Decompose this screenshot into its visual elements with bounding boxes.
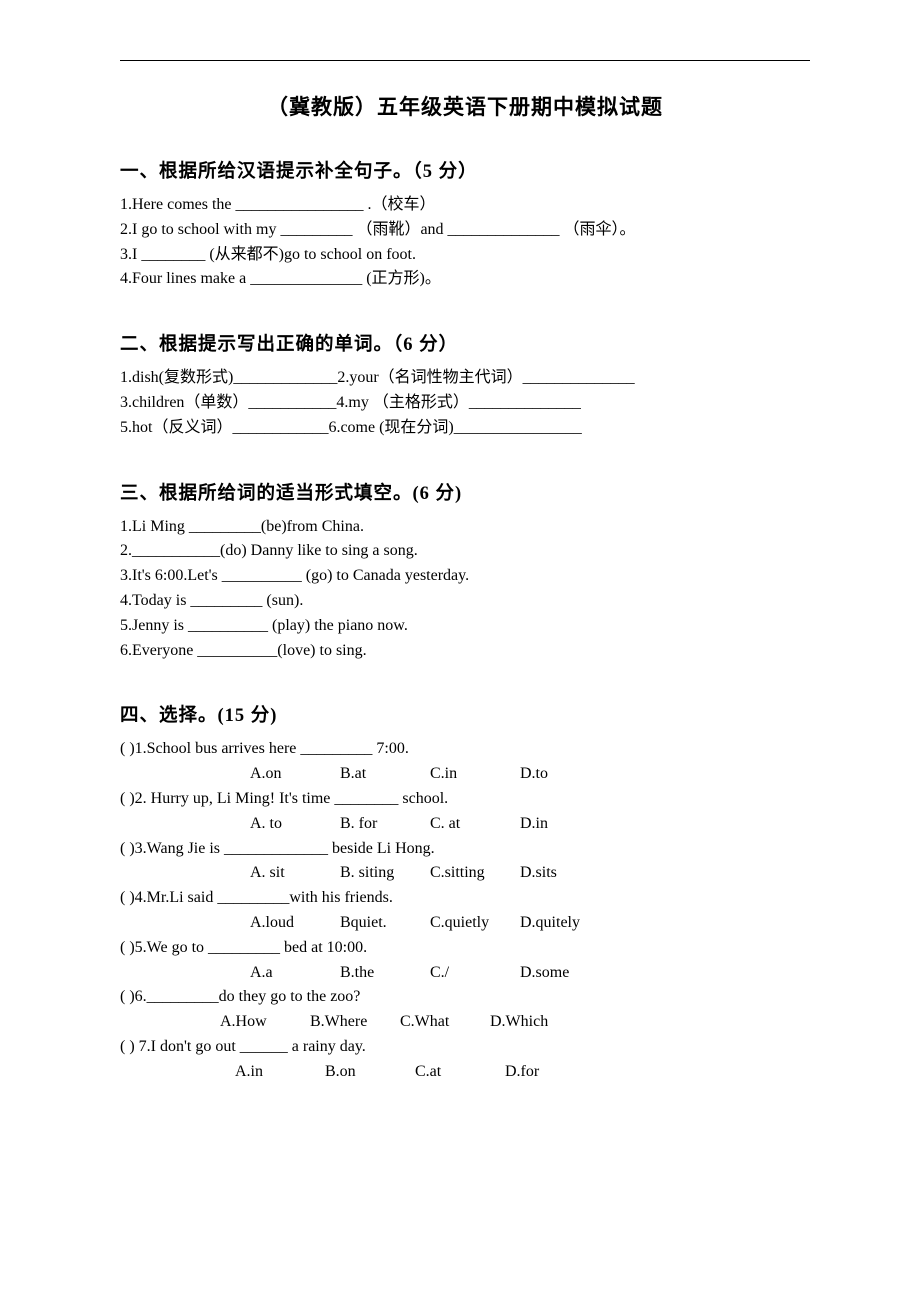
mc-option: D.to bbox=[520, 762, 610, 787]
mc-option: D.Which bbox=[490, 1010, 580, 1035]
mc-question-6: ( )6._________do they go to the zoo? bbox=[120, 985, 810, 1010]
mc-question-7: ( ) 7.I don't go out ______ a rainy day. bbox=[120, 1035, 810, 1060]
mc-question-5: ( )5.We go to _________ bed at 10:00. bbox=[120, 936, 810, 961]
mc-options-7: A.inB.onC.atD.for bbox=[235, 1060, 810, 1085]
mc-question-3: ( )3.Wang Jie is _____________ beside Li… bbox=[120, 837, 810, 862]
mc-option: D.in bbox=[520, 812, 610, 837]
mc-option: A. sit bbox=[250, 861, 340, 886]
s1-line-2: 2.I go to school with my _________ （雨靴）a… bbox=[120, 218, 810, 243]
section-2-head: 二、根据提示写出正确的单词。（6 分） bbox=[120, 330, 810, 356]
mc-option: D.some bbox=[520, 961, 610, 986]
mc-option: A.How bbox=[220, 1010, 310, 1035]
mc-option: B. for bbox=[340, 812, 430, 837]
s2-line-2: 3.children（单数）___________4.my （主格形式）____… bbox=[120, 391, 810, 416]
top-separator bbox=[120, 60, 810, 61]
mc-option: B.the bbox=[340, 961, 430, 986]
mc-options-6: A.HowB.WhereC.WhatD.Which bbox=[220, 1010, 810, 1035]
s3-line-2: 2.___________(do) Danny like to sing a s… bbox=[120, 539, 810, 564]
mc-option: C.What bbox=[400, 1010, 490, 1035]
mc-options-1: A.onB.atC.inD.to bbox=[250, 762, 810, 787]
section-3-head: 三、根据所给词的适当形式填空。(6 分) bbox=[120, 479, 810, 505]
mc-option: B.Where bbox=[310, 1010, 400, 1035]
mc-options-3: A. sitB. sitingC.sittingD.sits bbox=[250, 861, 810, 886]
mc-option: C. at bbox=[430, 812, 520, 837]
s3-line-4: 4.Today is _________ (sun). bbox=[120, 589, 810, 614]
s1-line-1: 1.Here comes the ________________ .（校车） bbox=[120, 193, 810, 218]
section-4-body: ( )1.School bus arrives here _________ 7… bbox=[120, 737, 810, 1084]
section-4-head: 四、选择。(15 分) bbox=[120, 701, 810, 727]
s2-line-3: 5.hot（反义词）____________6.come (现在分词)_____… bbox=[120, 416, 810, 441]
mc-option: A.on bbox=[250, 762, 340, 787]
s1-line-4: 4.Four lines make a ______________ (正方形)… bbox=[120, 267, 810, 292]
section-1-body: 1.Here comes the ________________ .（校车） … bbox=[120, 193, 810, 292]
mc-option: C.sitting bbox=[430, 861, 520, 886]
mc-option: C.quietly bbox=[430, 911, 520, 936]
s3-line-6: 6.Everyone __________(love) to sing. bbox=[120, 639, 810, 664]
mc-option: D.for bbox=[505, 1060, 595, 1085]
document-title: （冀教版）五年级英语下册期中模拟试题 bbox=[120, 91, 810, 121]
s2-line-1: 1.dish(复数形式)_____________2.your（名词性物主代词）… bbox=[120, 366, 810, 391]
s3-line-3: 3.It's 6:00.Let's __________ (go) to Can… bbox=[120, 564, 810, 589]
section-3-body: 1.Li Ming _________(be)from China. 2.___… bbox=[120, 515, 810, 664]
mc-options-2: A. toB. forC. atD.in bbox=[250, 812, 810, 837]
mc-option: A.in bbox=[235, 1060, 325, 1085]
mc-options-5: A.aB.theC./D.some bbox=[250, 961, 810, 986]
mc-option: B.at bbox=[340, 762, 430, 787]
document-page: （冀教版）五年级英语下册期中模拟试题 一、根据所给汉语提示补全句子。（5 分） … bbox=[0, 0, 920, 1153]
mc-question-1: ( )1.School bus arrives here _________ 7… bbox=[120, 737, 810, 762]
mc-option: A.loud bbox=[250, 911, 340, 936]
mc-option: Bquiet. bbox=[340, 911, 430, 936]
s1-line-3: 3.I ________ (从来都不)go to school on foot. bbox=[120, 243, 810, 268]
mc-option: A.a bbox=[250, 961, 340, 986]
mc-question-4: ( )4.Mr.Li said _________with his friend… bbox=[120, 886, 810, 911]
mc-options-4: A.loudBquiet.C.quietlyD.quitely bbox=[250, 911, 810, 936]
s3-line-1: 1.Li Ming _________(be)from China. bbox=[120, 515, 810, 540]
mc-option: C./ bbox=[430, 961, 520, 986]
mc-option: A. to bbox=[250, 812, 340, 837]
mc-option: D.sits bbox=[520, 861, 610, 886]
s3-line-5: 5.Jenny is __________ (play) the piano n… bbox=[120, 614, 810, 639]
mc-option: D.quitely bbox=[520, 911, 610, 936]
mc-option: B. siting bbox=[340, 861, 430, 886]
mc-option: C.at bbox=[415, 1060, 505, 1085]
mc-question-2: ( )2. Hurry up, Li Ming! It's time _____… bbox=[120, 787, 810, 812]
section-2-body: 1.dish(复数形式)_____________2.your（名词性物主代词）… bbox=[120, 366, 810, 440]
mc-option: B.on bbox=[325, 1060, 415, 1085]
mc-option: C.in bbox=[430, 762, 520, 787]
section-1-head: 一、根据所给汉语提示补全句子。（5 分） bbox=[120, 157, 810, 183]
